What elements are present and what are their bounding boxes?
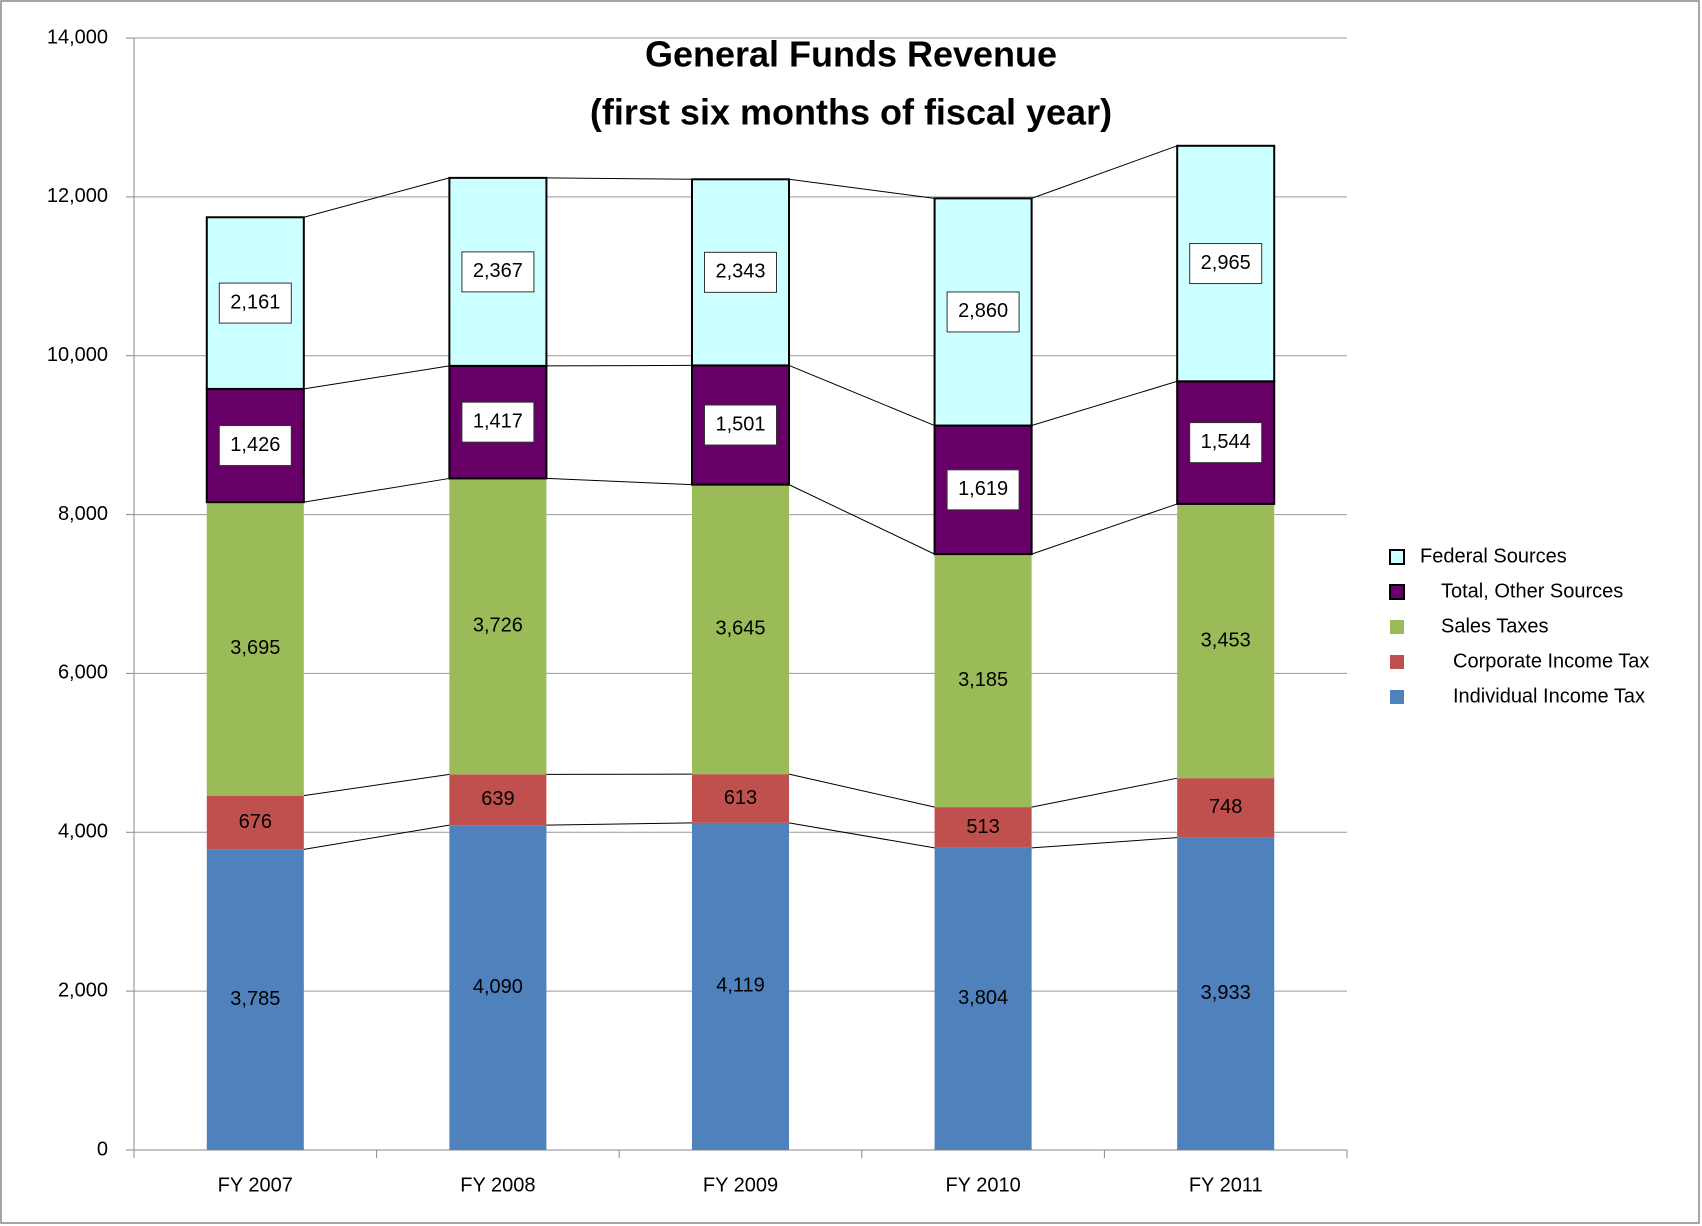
bar-segment [206,849,304,1150]
label-box [461,401,535,443]
bar-segment [1177,837,1275,1150]
bar-segment [206,502,304,796]
y-tick-label: 8,000 [58,503,108,525]
series-line [788,484,935,555]
series-line [788,178,935,199]
series-line [1031,145,1178,199]
data-label: 2,965 [1201,252,1251,274]
data-label: 2,161 [230,291,280,313]
chart-title: General Funds Revenue [645,34,1057,75]
data-label: 1,619 [958,478,1008,500]
series-line [546,822,692,826]
series-line [788,822,935,849]
bar-segment [1177,778,1275,838]
legend-label: Federal Sources [1420,545,1567,567]
data-label: 3,804 [958,987,1008,1009]
legend-swatch [1390,620,1404,634]
data-label: 3,695 [230,637,280,659]
series-line [303,177,450,218]
data-label: 3,726 [473,615,523,637]
x-tick-label: FY 2009 [703,1174,778,1196]
y-tick-label: 12,000 [47,185,108,207]
data-label: 676 [239,811,272,833]
data-label: 4,090 [473,976,523,998]
series-line [1031,503,1178,555]
label-box [946,469,1020,511]
legend-label: Individual Income Tax [1453,685,1645,707]
legend-label: Total, Other Sources [1441,580,1623,602]
y-tick-label: 10,000 [47,344,108,366]
data-label: 1,417 [473,410,523,432]
legend-swatch [1390,690,1404,704]
bar-segment [449,478,547,775]
y-tick-label: 0 [97,1138,108,1160]
x-tick-label: FY 2011 [1189,1174,1263,1196]
legend-label: Sales Taxes [1441,615,1548,637]
legend-label: Corporate Income Tax [1453,650,1649,672]
data-label: 3,453 [1201,629,1251,651]
bar-segment [934,807,1032,848]
y-tick-label: 2,000 [58,979,108,1001]
bar-segment [449,774,547,826]
bar-segment [206,795,304,850]
bar-segment [934,847,1032,1150]
data-label: 2,860 [958,300,1008,322]
data-label: 748 [1209,796,1242,818]
label-box [461,251,535,293]
bar-segment [1177,503,1275,779]
data-label: 3,645 [715,618,765,640]
x-tick-label: FY 2010 [945,1174,1020,1196]
x-tick-label: FY 2008 [460,1174,535,1196]
series-line [303,824,450,850]
series-line [788,364,935,426]
series-line [303,365,450,390]
series-line [1031,837,1178,849]
data-label: 613 [724,787,757,809]
data-label: 2,343 [715,261,765,283]
y-tick-label: 4,000 [58,821,108,843]
label-box [946,291,1020,333]
data-label: 3,785 [230,988,280,1010]
series-line [788,773,935,808]
bar-segment [691,774,790,823]
y-tick-label: 14,000 [47,26,108,48]
x-tick-label: FY 2007 [218,1174,293,1196]
label-box [704,404,777,446]
data-label: 513 [966,816,999,838]
series-line [303,773,450,797]
data-label: 3,185 [958,669,1008,691]
label-box [1189,243,1263,285]
data-label: 3,933 [1201,982,1251,1004]
data-label: 4,119 [716,975,765,997]
label-box [218,282,292,324]
data-label: 1,544 [1201,431,1251,453]
data-label: 2,367 [473,260,523,282]
y-tick-label: 6,000 [58,662,108,684]
bar-segment [691,822,790,1150]
label-box [218,425,292,467]
chart-subtitle: (first six months of fiscal year) [590,92,1112,133]
label-box [1189,422,1263,464]
series-line [303,477,450,503]
bar-segment [691,484,790,775]
bar-segment [449,825,547,1150]
legend-swatch [1390,655,1404,669]
legend-swatch [1389,549,1405,565]
series-line [1031,777,1178,808]
bar-segment [934,554,1032,808]
data-label: 1,501 [715,413,765,435]
data-label: 1,426 [230,434,280,456]
series-line [1031,380,1178,427]
series-line [546,477,693,486]
data-label: 639 [481,788,514,810]
label-box [704,251,777,293]
series-line [546,177,692,180]
legend-swatch [1389,584,1405,600]
